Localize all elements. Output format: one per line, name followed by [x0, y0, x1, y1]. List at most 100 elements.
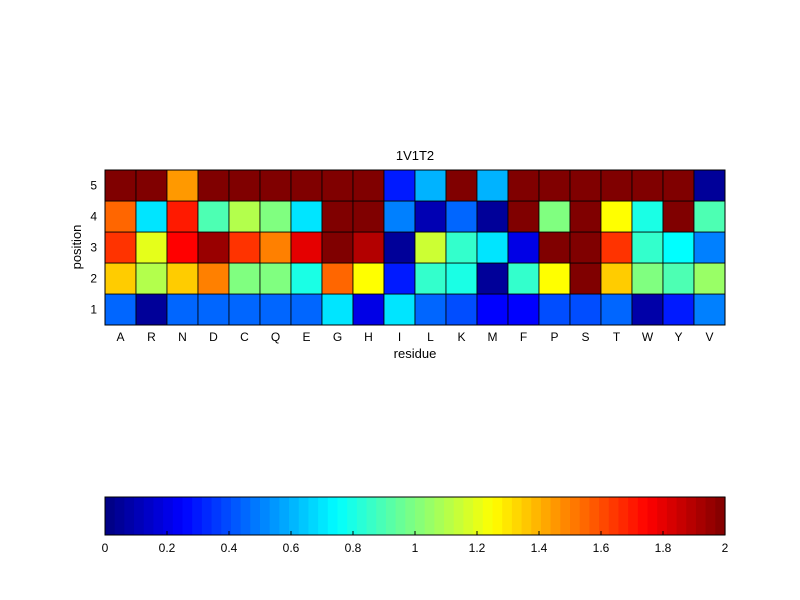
heatmap-cell-T-2	[600, 262, 633, 295]
colorbar-tick-label: 1	[412, 541, 419, 555]
heatmap-cell-W-5	[631, 169, 664, 202]
x-tick-label-H: H	[364, 330, 373, 344]
plot-border	[104, 169, 726, 326]
heatmap-cell-N-4	[166, 200, 199, 233]
heatmap-cell-R-2	[135, 262, 168, 295]
x-tick-label-S: S	[581, 330, 589, 344]
x-tick-label-M: M	[488, 330, 498, 344]
heatmap-cell-M-1	[476, 293, 509, 326]
y-tick-labels: 1 2 3 4 5	[90, 179, 97, 317]
colorbar-segment	[405, 497, 416, 535]
colorbar-segment	[647, 497, 658, 535]
colorbar-segment	[415, 497, 426, 535]
heatmap-cell-C-1	[228, 293, 261, 326]
heatmap-cell-A-1	[104, 293, 137, 326]
colorbar-segment	[657, 497, 668, 535]
colorbar-tick-label: 1.6	[593, 541, 610, 555]
heatmap-cell-A-5	[104, 169, 137, 202]
heatmap-cell-L-4	[414, 200, 447, 233]
colorbar	[104, 496, 726, 536]
heatmap-cell-F-1	[507, 293, 540, 326]
heatmap-cell-F-4	[507, 200, 540, 233]
heatmap-cell-M-3	[476, 231, 509, 264]
heatmap-cell-W-3	[631, 231, 664, 264]
colorbar-segment	[153, 497, 164, 535]
x-tick-label-E: E	[302, 330, 310, 344]
heatmap-cell-D-4	[197, 200, 230, 233]
colorbar-tick-label: 0.8	[345, 541, 362, 555]
colorbar-segment	[502, 497, 513, 535]
heatmap-cell-M-5	[476, 169, 509, 202]
x-tick-label-Q: Q	[271, 330, 280, 344]
colorbar-segment	[201, 497, 213, 535]
y-tick-label-3: 3	[90, 241, 97, 255]
heatmap-cell-Q-2	[259, 262, 292, 295]
heatmap-cell-W-2	[631, 262, 664, 295]
x-tick-label-C: C	[240, 330, 249, 344]
colorbar-segment	[628, 497, 639, 535]
colorbar-segment	[579, 497, 590, 535]
heatmap-cell-S-5	[569, 169, 602, 202]
heatmap-cell-E-3	[290, 231, 323, 264]
heatmap-cell-D-1	[197, 293, 230, 326]
heatmap-cell-H-3	[352, 231, 385, 264]
colorbar-segment	[676, 497, 687, 535]
heatmap-cell-N-1	[166, 293, 199, 326]
colorbar-segment	[686, 497, 697, 535]
colorbar-segment	[599, 497, 610, 535]
colorbar-tick-label: 1.8	[655, 541, 672, 555]
y-tick-label-2: 2	[90, 272, 97, 286]
colorbar-segment	[182, 497, 193, 535]
heatmap-cell-S-4	[569, 200, 602, 233]
colorbar-segment	[163, 497, 174, 535]
x-axis-label: residue	[394, 346, 437, 361]
colorbar-segment	[172, 497, 184, 535]
heatmap-cell-E-2	[290, 262, 323, 295]
heatmap-cell-V-2	[693, 262, 726, 295]
heatmap-cell-N-3	[166, 231, 199, 264]
heatmap-cell-Q-5	[259, 169, 292, 202]
colorbar-tick-label: 0.2	[159, 541, 176, 555]
chart-title: 1V1T2	[396, 148, 434, 163]
x-tick-label-D: D	[209, 330, 218, 344]
heatmap-cell-H-4	[352, 200, 385, 233]
heatmap-cell-N-5	[166, 169, 199, 202]
heatmap-cell-T-3	[600, 231, 633, 264]
colorbar-segment	[473, 497, 484, 535]
colorbar-segment	[376, 497, 387, 535]
heatmap-cell-R-3	[135, 231, 168, 264]
heatmap-cell-M-2	[476, 262, 509, 295]
colorbar-segment	[444, 497, 455, 535]
x-tick-label-N: N	[178, 330, 187, 344]
heatmap-cell-I-3	[383, 231, 416, 264]
heatmap-cell-P-3	[538, 231, 571, 264]
heatmap-cell-N-2	[166, 262, 199, 295]
colorbar-segment	[637, 497, 649, 535]
heatmap-cell-Q-4	[259, 200, 292, 233]
y-tick-label-5: 5	[90, 179, 97, 193]
heatmap-cell-K-3	[445, 231, 478, 264]
heatmap-cells	[104, 169, 726, 326]
colorbar-segment	[356, 497, 368, 535]
colorbar-segment	[230, 497, 242, 535]
heatmap-cell-A-3	[104, 231, 137, 264]
colorbar-tick-label: 0	[102, 541, 109, 555]
colorbar-tick-label: 2	[722, 541, 729, 555]
heatmap-cell-Q-3	[259, 231, 292, 264]
x-tick-label-V: V	[705, 330, 713, 344]
colorbar-segment	[434, 497, 445, 535]
heatmap-cell-M-4	[476, 200, 509, 233]
heatmap-cell-S-2	[569, 262, 602, 295]
colorbar-segment	[540, 497, 552, 535]
heatmap-cell-R-1	[135, 293, 168, 326]
x-tick-label-I: I	[398, 330, 401, 344]
colorbar-segment	[550, 497, 561, 535]
heatmap-cell-Y-2	[662, 262, 695, 295]
heatmap-cell-D-5	[197, 169, 230, 202]
colorbar-segment	[327, 497, 339, 535]
heatmap-cell-D-3	[197, 231, 230, 264]
colorbar-segment	[105, 497, 116, 535]
colorbar-tick-label: 1.2	[469, 541, 486, 555]
x-tick-label-T: T	[613, 330, 621, 344]
x-tick-label-P: P	[550, 330, 558, 344]
